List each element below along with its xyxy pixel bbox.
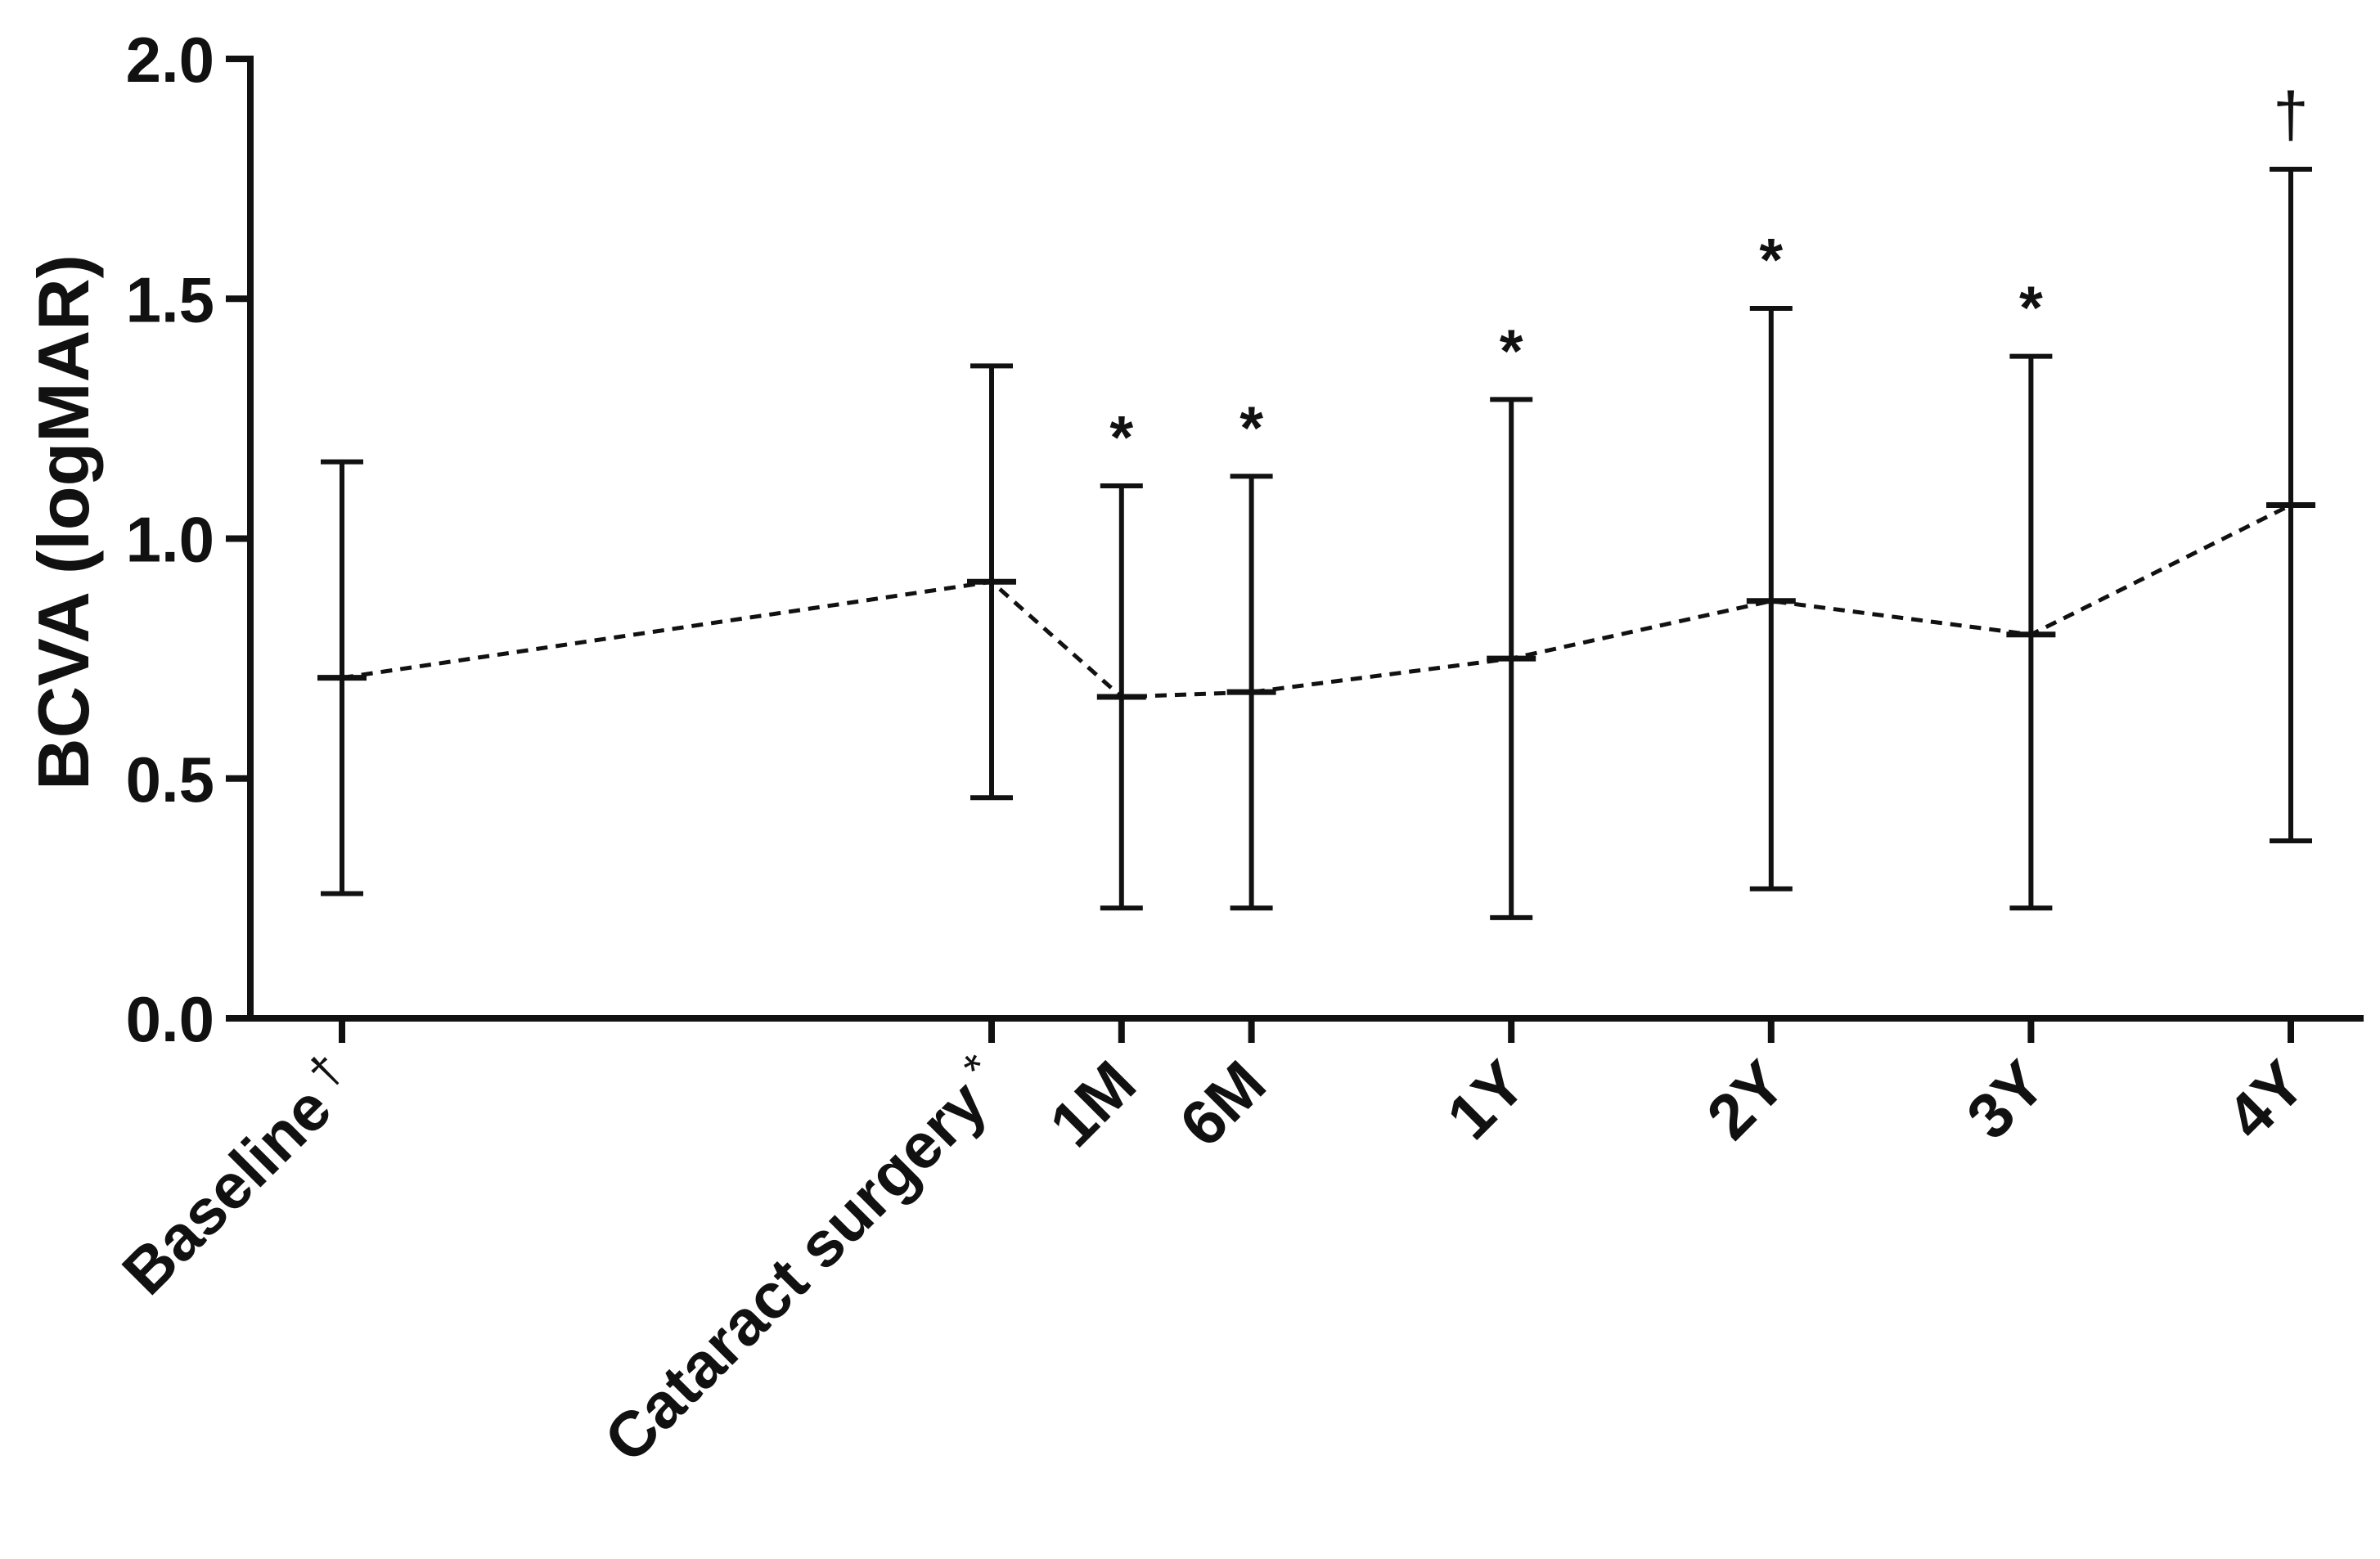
significance-marker: † (2273, 79, 2308, 151)
x-tick-marker: † (298, 1044, 353, 1098)
x-tick-label: 4Y (2212, 1047, 2319, 1153)
y-ticks: 0.0 0.5 1.0 1.5 2.0 (126, 24, 250, 1055)
y-axis-label: BCVA (logMAR) (23, 254, 104, 790)
y-tick-label: 2.0 (126, 24, 214, 96)
x-tick-marker: * (952, 1044, 1001, 1093)
trend-polyline (341, 503, 2292, 699)
axes (247, 56, 2364, 1022)
error-bars (321, 166, 2312, 920)
x-tick-label: 1Y (1433, 1047, 1540, 1153)
x-tick-label: 2Y (1693, 1047, 1799, 1153)
x-tick-label: Baseline† (105, 1044, 370, 1309)
x-tick-label: 3Y (1953, 1047, 2059, 1153)
y-tick-label: 1.0 (126, 504, 214, 576)
significance-marker: * (1759, 226, 1783, 294)
x-tick-label: 6M (1166, 1047, 1280, 1161)
significance-marker: * (1109, 403, 1133, 471)
trend-line (341, 503, 2292, 699)
y-tick-label: 1.5 (126, 263, 214, 335)
x-tick-label: Cataract surgery* (587, 1044, 1019, 1476)
x-ticks: Baseline† Cataract surgery* 1M 6M 1Y 2Y 3Y 4Y (105, 1018, 2319, 1476)
x-tick-label: 1M (1036, 1047, 1150, 1161)
significance-marker: * (2019, 274, 2043, 342)
significance-marker: * (1239, 393, 1263, 461)
y-tick-label: 0.0 (126, 983, 214, 1055)
mean-markers (317, 501, 2315, 700)
significance-annotations: * * * * * † (1109, 79, 2308, 471)
significance-marker: * (1500, 317, 1523, 384)
y-tick-label: 0.5 (126, 744, 214, 815)
